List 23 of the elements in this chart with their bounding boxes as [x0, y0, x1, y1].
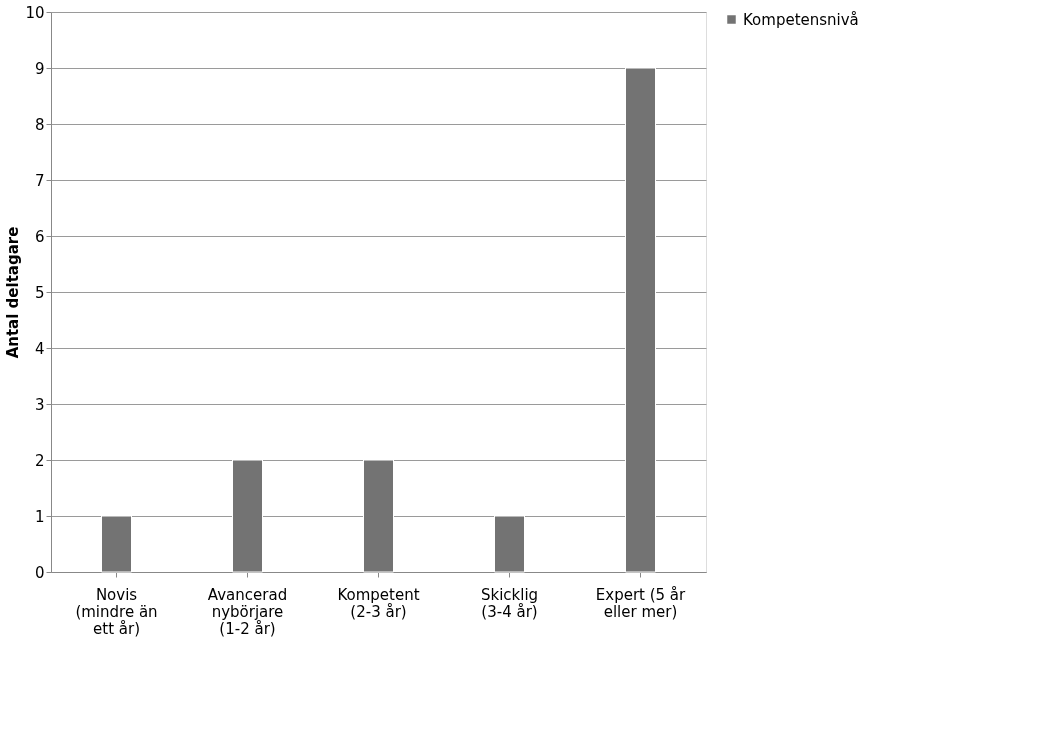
y-tick-label: 2	[34, 451, 45, 470]
y-axis-title: Antal deltagare	[4, 226, 23, 359]
x-tick-label: Skicklig (3-4 år)	[480, 585, 539, 621]
y-tick-label: 4	[34, 339, 45, 358]
y-tick-label: 10	[25, 3, 45, 22]
y-tick-label: 3	[34, 395, 45, 414]
bar	[625, 67, 656, 573]
x-tick-label: Avancerad nybörjare (1-2 år)	[207, 585, 288, 638]
bar	[101, 515, 132, 573]
y-tick-label: 6	[34, 227, 45, 246]
y-tick-label: 8	[34, 115, 45, 134]
x-tick-label: Novis (mindre än ett år)	[75, 585, 158, 638]
y-tick-label: 0	[34, 563, 45, 582]
legend-label: Kompetensnivå	[743, 10, 859, 29]
x-tick-label: Kompetent (2-3 år)	[337, 585, 420, 621]
x-tick-label: Expert (5 år eller mer)	[595, 585, 687, 621]
bar	[232, 459, 263, 573]
y-tick-label: 9	[34, 59, 45, 78]
y-tick-label: 1	[34, 507, 45, 526]
y-tick-label: 5	[34, 283, 45, 302]
y-tick-label: 7	[34, 171, 45, 190]
bar	[494, 515, 525, 573]
bar	[363, 459, 394, 573]
